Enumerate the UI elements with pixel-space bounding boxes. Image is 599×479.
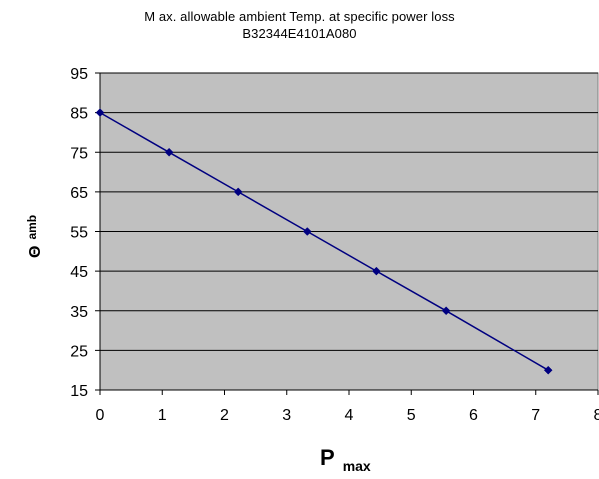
y-tick-labels: 15 25 35 45 55 65 75 85 95 — [70, 66, 88, 400]
y-tick-label: 25 — [70, 343, 88, 360]
x-tick-label: 8 — [594, 407, 599, 424]
series-group — [95, 108, 553, 375]
y-axis-title: Θamb — [25, 215, 44, 258]
x-tick-label: 2 — [220, 407, 229, 424]
y-axis-title-sub: amb — [25, 215, 39, 240]
data-point — [95, 108, 105, 117]
chart-title-block: M ax. allowable ambient Temp. at specifi… — [0, 8, 599, 42]
data-point — [372, 266, 381, 276]
chart-subtitle: B32344E4101A080 — [242, 26, 357, 41]
y-tick-label: 35 — [70, 304, 88, 321]
data-point — [164, 147, 174, 157]
y-axis-title-main: Θ — [27, 246, 44, 258]
data-point — [233, 187, 243, 197]
y-tick-label: 45 — [70, 264, 88, 281]
x-tick-label: 0 — [96, 407, 105, 424]
x-tick-label: 3 — [282, 407, 291, 424]
y-tick-label: 65 — [70, 185, 88, 202]
x-tick-label: 6 — [469, 407, 478, 424]
y-tick-label: 95 — [70, 66, 88, 83]
y-tick-label: 15 — [70, 383, 88, 400]
x-tick-label: 7 — [531, 407, 540, 424]
x-tick-label: 4 — [345, 407, 354, 424]
data-point — [302, 227, 312, 236]
x-tick-labels: 0 1 2 3 4 5 6 7 8 — [96, 407, 599, 424]
y-tick-label: 85 — [70, 106, 88, 123]
data-point — [543, 365, 553, 375]
data-point — [441, 306, 451, 316]
x-axis-title-sub: max — [343, 458, 371, 474]
x-tick-label: 5 — [407, 407, 416, 424]
x-axis-title-main: P — [320, 445, 335, 470]
y-tick-label: 75 — [70, 145, 88, 162]
y-tick-label: 55 — [70, 225, 88, 242]
x-tick-label: 1 — [158, 407, 167, 424]
chart-title: M ax. allowable ambient Temp. at specifi… — [144, 9, 455, 24]
axes — [95, 72, 599, 395]
